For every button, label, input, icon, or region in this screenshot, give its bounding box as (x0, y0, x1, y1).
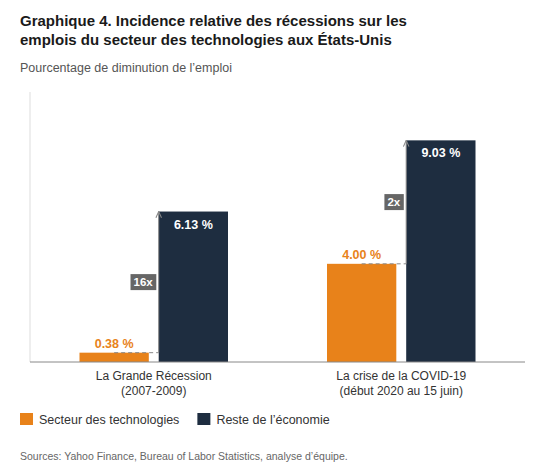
data-label: 6.13 % (174, 218, 213, 232)
multiplier-label: 16x (134, 276, 154, 288)
text-line: Graphique 4. Incidence relative des réce… (20, 12, 407, 29)
legend-item: Reste de l’économie (197, 413, 329, 427)
data-label: 4.00 % (342, 248, 381, 262)
chart-container: Graphique 4. Incidence relative des réce… (0, 0, 555, 472)
x-tick-label: La crise de la COVID-19(début 2020 au 15… (336, 369, 466, 398)
text-line: (début 2020 au 15 juin) (340, 384, 463, 398)
legend-item: Secteur des technologies (20, 413, 179, 427)
difference-arrow (406, 140, 407, 263)
bar (406, 140, 475, 362)
multiplier-background (131, 274, 157, 290)
data-label: 9.03 % (421, 146, 460, 160)
multiplier-box: 2x (384, 194, 403, 210)
chart-svg: Graphique 4. Incidence relative des réce… (0, 0, 555, 472)
text-line: (2007-2009) (121, 384, 186, 398)
bar (327, 264, 396, 362)
dashed-reference (362, 263, 407, 264)
text-line: La crise de la COVID-19 (336, 369, 466, 383)
multiplier-box: 16x (131, 274, 157, 290)
multiplier-label: 2x (387, 196, 400, 208)
legend-swatch (20, 413, 33, 425)
text-line: La Grande Récession (96, 369, 212, 383)
title: Graphique 4. Incidence relative des réce… (20, 12, 407, 48)
legend-label: Reste de l’économie (216, 413, 329, 427)
subtitle: Pourcentage de diminution de l’emploi (20, 61, 232, 75)
legend-swatch (197, 413, 210, 425)
data-label: 0.38 % (95, 337, 134, 351)
source: Sources: Yahoo Finance, Bureau of Labor … (20, 450, 348, 462)
x-tick-label: La Grande Récession(2007-2009) (96, 369, 212, 398)
bar (159, 212, 228, 362)
bars (80, 140, 476, 362)
y-axis-line (30, 92, 31, 362)
x-axis-line (30, 362, 525, 363)
dashed-reference (114, 352, 159, 353)
legend-label: Secteur des technologies (39, 413, 179, 427)
multiplier-background (384, 194, 403, 210)
difference-arrow (158, 212, 159, 353)
bar (80, 353, 149, 362)
text-line: emplois du secteur des technologies aux … (20, 31, 392, 48)
